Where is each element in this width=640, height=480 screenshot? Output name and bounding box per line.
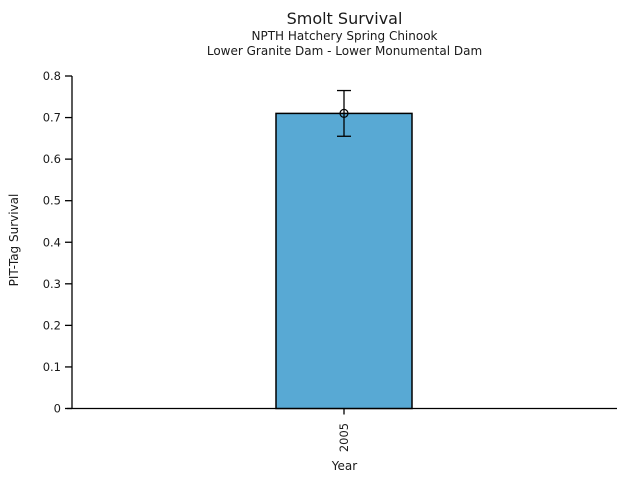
x-axis-label: Year xyxy=(331,459,358,473)
chart-subtitle-line1: NPTH Hatchery Spring Chinook xyxy=(251,29,438,43)
y-tick-label: 0.3 xyxy=(43,277,61,291)
y-tick-label: 0.7 xyxy=(43,111,61,125)
y-tick-label: 0.5 xyxy=(43,194,61,208)
chart-title: Smolt Survival xyxy=(286,9,403,28)
y-axis-label: PIT-Tag Survival xyxy=(7,193,21,287)
y-tick-label: 0 xyxy=(54,402,61,416)
x-tick-label: 2005 xyxy=(337,423,351,452)
y-tick-label: 0.2 xyxy=(43,318,61,332)
point-marker xyxy=(339,108,349,119)
y-tick-label: 0.1 xyxy=(43,360,61,374)
chart-subtitle-line2: Lower Granite Dam - Lower Monumental Dam xyxy=(206,44,483,58)
y-tick-label: 0.6 xyxy=(43,152,61,166)
y-tick-label: 0.8 xyxy=(43,69,61,83)
chart-header: Smolt Survival NPTH Hatchery Spring Chin… xyxy=(72,9,617,59)
bar-2005 xyxy=(275,112,413,410)
y-tick-label: 0.4 xyxy=(43,235,61,249)
